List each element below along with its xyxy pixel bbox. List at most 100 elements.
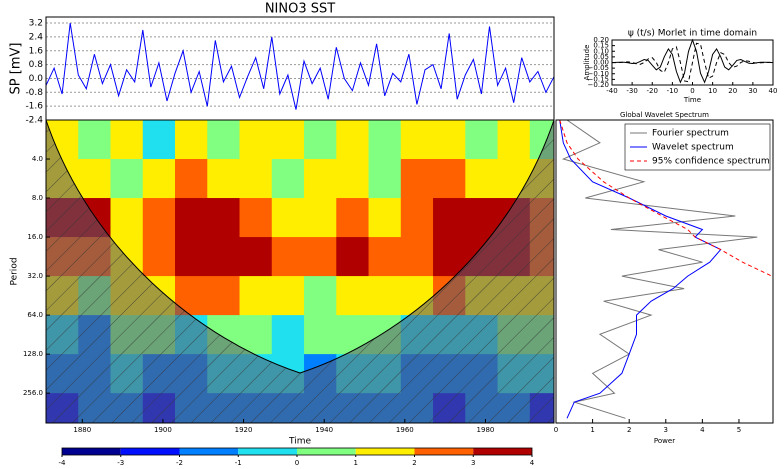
- y-tick-label: -0.8: [25, 88, 43, 98]
- y-tick-label: −0.05: [588, 64, 609, 72]
- heat-cell: [207, 159, 241, 199]
- heat-cell: [433, 198, 466, 238]
- axes-frame: [555, 119, 774, 424]
- colorbar-segment: [120, 448, 180, 455]
- y-tick-label: 32.0: [27, 272, 43, 280]
- x-tick-label: 1920: [235, 426, 253, 434]
- colorbar-segment: [473, 448, 532, 455]
- colorbar-tick-label: 3: [471, 459, 475, 467]
- y-tick-label: 2.4: [29, 32, 44, 42]
- x-tick-label: 1980: [477, 426, 495, 434]
- y-tick-label: 0.10: [593, 47, 609, 55]
- axes-frame: [611, 39, 774, 86]
- x-tick-label: 5: [737, 426, 741, 434]
- heat-cell: [368, 237, 402, 277]
- colorbar-tick-label: -2: [176, 459, 183, 467]
- heat-cell: [336, 159, 370, 199]
- x-tick-label: 3: [664, 426, 668, 434]
- x-tick-label: -20: [647, 87, 658, 95]
- heat-cell: [142, 120, 176, 160]
- y-tick-label: 16.0: [27, 233, 43, 241]
- y-tick-label: 0.00: [593, 59, 609, 67]
- heat-cell: [336, 120, 370, 160]
- coi-hatch: [46, 120, 554, 423]
- heat-cell: [175, 159, 208, 199]
- legend-label: Wavelet spectrum: [652, 143, 734, 153]
- heat-cell: [207, 198, 241, 238]
- spectrum-line: [559, 119, 773, 277]
- x-tick-label: 1: [590, 426, 594, 434]
- heat-cell: [304, 276, 337, 316]
- heat-cell: [400, 120, 434, 160]
- y-tick-label: 128.0: [23, 350, 43, 358]
- heat-cell: [175, 198, 208, 238]
- x-tick-label: 1900: [154, 426, 172, 434]
- colorbar-segment: [355, 448, 415, 455]
- heat-cell: [400, 159, 434, 199]
- chart-title: ψ (t/s) Morlet in time domain: [628, 29, 757, 39]
- x-tick-label: 2: [627, 426, 631, 434]
- x-tick-label: -30: [626, 87, 637, 95]
- axes-frame: [45, 16, 555, 121]
- legend-label: Fourier spectrum: [652, 129, 729, 139]
- x-tick-label: 40: [769, 87, 778, 95]
- y-tick-label: 0.15: [593, 42, 609, 50]
- heat-cell: [433, 120, 466, 160]
- x-tick-label: 4: [700, 426, 705, 434]
- heat-cell: [239, 198, 273, 238]
- y-tick-label: −0.20: [588, 81, 609, 89]
- x-tick-label: 0: [554, 426, 558, 434]
- y-tick-label: −0.10: [588, 70, 609, 78]
- y-tick-label: 4.0: [32, 155, 43, 163]
- x-tick-label: -10: [667, 87, 678, 95]
- heat-cell: [465, 120, 499, 160]
- heat-cell: [336, 198, 370, 238]
- heat-cell: [142, 159, 176, 199]
- legend-label: 95% confidence spectrum: [652, 157, 770, 167]
- heat-cell: [239, 315, 273, 355]
- x-tick-label: -40: [606, 87, 617, 95]
- heat-cell: [465, 159, 499, 199]
- y-tick-label: 8.0: [32, 194, 43, 202]
- heat-cell: [271, 198, 305, 238]
- y-tick-label: 1.6: [29, 46, 44, 56]
- y-axis-label: Amplitude: [583, 45, 591, 81]
- y-tick-label: 0.20: [593, 36, 609, 44]
- heat-cell: [78, 120, 112, 160]
- x-tick-label: 10: [708, 87, 717, 95]
- y-tick-label: 64.0: [27, 311, 43, 319]
- heat-cell: [110, 198, 144, 238]
- y-tick-label: 3.2: [29, 19, 43, 29]
- x-tick-label: 1880: [73, 426, 91, 434]
- x-tick-label: 1940: [315, 426, 333, 434]
- heat-cell: [271, 159, 305, 199]
- colorbar-tick-label: -4: [59, 459, 67, 467]
- y-axis-label: Period: [10, 257, 20, 285]
- heat-cell: [497, 120, 531, 160]
- heat-cell: [368, 198, 402, 238]
- heat-cell: [78, 159, 112, 199]
- heat-cell: [110, 120, 144, 160]
- y-axis-label: SP [mV]: [9, 43, 24, 95]
- heat-cell: [304, 159, 337, 199]
- heat-cell: [239, 159, 273, 199]
- heat-cell: [304, 120, 337, 160]
- heat-cell: [142, 237, 176, 277]
- colorbar-segment: [179, 448, 239, 455]
- axes-frame: [45, 119, 555, 424]
- chart-title: Global Wavelet Spectrum: [620, 111, 709, 119]
- y-tick-label: -1.6: [25, 102, 43, 112]
- x-tick-label: 30: [748, 87, 757, 95]
- x-axis-label: Time: [288, 437, 311, 447]
- x-tick-label: 1960: [396, 426, 414, 434]
- colorbar-segment: [414, 448, 474, 455]
- y-tick-label: 0.8: [29, 60, 44, 70]
- heat-cell: [304, 237, 337, 277]
- coi-line: [46, 120, 554, 374]
- y-tick-label: 256.0: [23, 389, 43, 397]
- y-tick-label: 0.05: [593, 53, 609, 61]
- heat-cell: [368, 276, 402, 316]
- x-tick-label: 0: [690, 87, 694, 95]
- series-line: [45, 23, 555, 110]
- heat-cell: [239, 120, 273, 160]
